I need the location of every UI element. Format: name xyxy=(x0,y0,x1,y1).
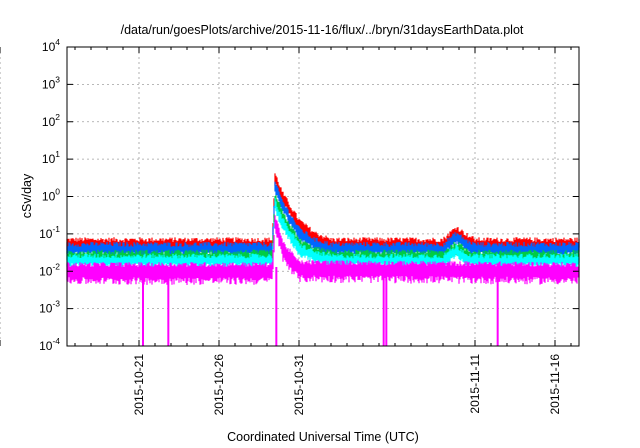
y-tick-label: 100 xyxy=(42,187,60,204)
x-tick-label: 2015-10-31 xyxy=(292,354,306,416)
series-band xyxy=(66,181,580,257)
series-line xyxy=(66,197,580,269)
y-axis: 10-4 10-3 10-2 10-1 100 101 102 103 104 xyxy=(39,37,579,353)
y-tick-label: 104 xyxy=(42,37,60,54)
y-tick-label: 10-4 xyxy=(39,336,60,353)
y-tick-label: 10-3 xyxy=(39,299,60,316)
series-line xyxy=(66,173,580,252)
series-layer xyxy=(66,173,580,346)
y-tick-label: 10-1 xyxy=(39,224,60,241)
chart-title: /data/run/goesPlots/archive/2015-11-16/f… xyxy=(121,23,524,37)
y-tick-label: 102 xyxy=(42,112,60,129)
series-band xyxy=(66,197,580,269)
x-tick-label: 2015-11-11 xyxy=(468,354,482,414)
y-tick-label: 101 xyxy=(42,149,60,166)
x-axis-label: Coordinated Universal Time (UTC) xyxy=(227,430,419,444)
x-tick-label: 2015-11-16 xyxy=(548,354,562,415)
x-tick-label: 2015-10-21 xyxy=(132,354,146,416)
series-band xyxy=(66,173,580,252)
grid xyxy=(0,47,579,346)
x-tick-label: 2015-10-26 xyxy=(212,354,226,416)
series-line xyxy=(66,181,580,257)
y-tick-label: 103 xyxy=(42,74,60,91)
y-tick-label: 10-2 xyxy=(39,261,60,278)
y-axis-label: cSv/day xyxy=(20,173,34,218)
x-axis: 2015-10-212015-10-262015-10-312015-11-12… xyxy=(0,0,572,416)
series-line xyxy=(66,215,580,346)
